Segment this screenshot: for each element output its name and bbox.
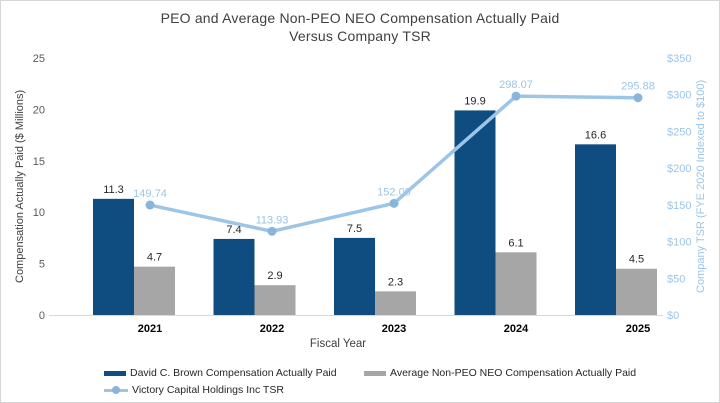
right-axis-tick: $150	[667, 200, 691, 212]
left-axis-tick: 25	[33, 53, 45, 65]
bar-label-peo-2022: 7.4	[226, 224, 241, 236]
tsr-point-2022	[267, 226, 277, 236]
right-axis-tick: $200	[667, 163, 691, 175]
bar-label-peo-2021: 11.3	[103, 184, 124, 196]
tsr-label-2022: 113.93	[256, 214, 289, 226]
legend-marker-peo	[104, 370, 126, 376]
right-axis-tick: $0	[667, 310, 679, 322]
legend-item-peo: David C. Brown Compensation Actually Pai…	[104, 367, 337, 379]
bar-neo-2024	[495, 252, 537, 315]
bar-neo-2022	[254, 285, 296, 315]
right-axis-tick: $100	[667, 237, 691, 249]
bar-label-peo-2025: 16.6	[585, 129, 606, 141]
bar-label-neo-2022: 2.9	[267, 270, 282, 282]
tsr-point-2021	[145, 200, 155, 210]
tsr-label-2024: 298.07	[499, 79, 533, 91]
bar-peo-2025	[575, 144, 616, 315]
bar-label-peo-2024: 19.9	[464, 95, 485, 107]
x-axis-title: Fiscal Year	[309, 338, 367, 350]
x-tick-2024: 2024	[504, 323, 529, 335]
tsr-point-2024	[511, 91, 521, 101]
left-axis-tick: 20	[33, 104, 45, 116]
bar-peo-2022	[213, 238, 255, 315]
right-axis-tick: $250	[667, 126, 691, 138]
left-axis-tick: 15	[33, 156, 45, 168]
bar-neo-2023	[375, 291, 416, 315]
chart-title-line2: Versus Company TSR	[289, 28, 431, 44]
legend-marker-tsr-dot	[112, 386, 120, 394]
legend-label-neo: Average Non-PEO NEO Compensation Actuall…	[390, 367, 637, 379]
legend-item-tsr: Victory Capital Holdings Inc TSR	[104, 384, 284, 396]
bar-label-neo-2024: 6.1	[508, 237, 523, 249]
legend-label-tsr: Victory Capital Holdings Inc TSR	[132, 384, 284, 396]
right-axis-tick: $300	[667, 90, 691, 102]
left-axis-tick: 10	[33, 207, 45, 219]
legend-marker-tsr	[104, 386, 128, 394]
tsr-label-2023: 152.09	[377, 186, 411, 198]
chart-title-line1: PEO and Average Non-PEO NEO Compensation…	[160, 10, 560, 26]
right-axis-tick: $350	[667, 53, 691, 65]
x-tick-2023: 2023	[382, 323, 406, 335]
bar-label-neo-2025: 4.5	[629, 254, 644, 266]
bar-peo-2024	[454, 110, 496, 315]
tsr-point-2023	[389, 198, 399, 208]
left-axis-tick: 0	[39, 310, 45, 322]
x-tick-2021: 2021	[138, 323, 162, 335]
legend-label-peo: David C. Brown Compensation Actually Pai…	[130, 367, 337, 379]
bar-peo-2021	[93, 198, 134, 315]
bar-label-neo-2023: 2.3	[388, 276, 403, 288]
bar-label-peo-2023: 7.5	[347, 223, 362, 235]
tsr-point-2025	[633, 93, 643, 103]
bar-neo-2025	[616, 268, 657, 315]
bar-peo-2023	[334, 237, 375, 315]
bar-neo-2021	[134, 266, 175, 315]
bar-label-neo-2021: 4.7	[147, 252, 162, 264]
legend-item-neo: Average Non-PEO NEO Compensation Actuall…	[364, 367, 636, 379]
x-tick-2025: 2025	[626, 323, 650, 335]
left-axis-tick: 5	[39, 259, 45, 271]
legend-marker-neo	[364, 370, 386, 376]
x-tick-2022: 2022	[260, 323, 284, 335]
tsr-label-2021: 149.74	[133, 188, 167, 200]
tsr-label-2025: 295.88	[621, 81, 655, 93]
chart-title: PEO and Average Non-PEO NEO Compensation…	[1, 9, 719, 45]
right-axis-tick: $50	[667, 273, 685, 285]
tsr-line	[149, 94, 639, 234]
